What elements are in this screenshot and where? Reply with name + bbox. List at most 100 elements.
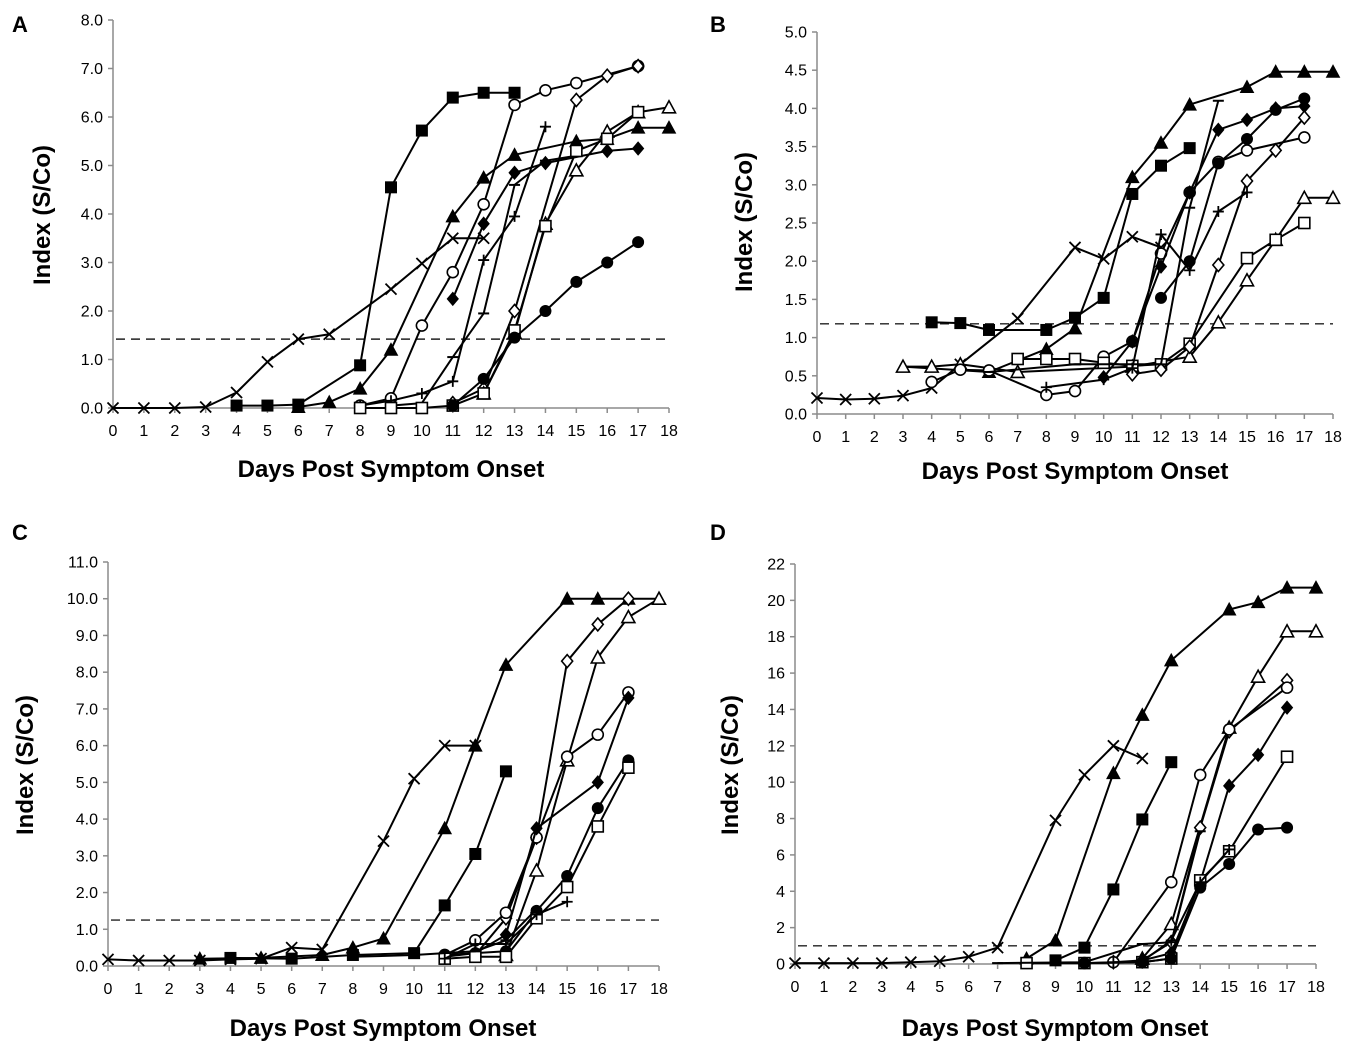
data-point [1240,251,1254,265]
data-point [1193,768,1207,782]
series-1 [101,739,482,967]
data-point [591,616,605,633]
x-tick-label: 9 [387,423,396,440]
y-tick-label: 20 [767,593,785,610]
x-tick-label: 12 [1152,429,1170,446]
x-tick-label: 15 [558,981,576,998]
x-tick-label: 15 [567,423,585,440]
x-tick-label: 8 [356,423,365,440]
y-tick-label: 4.5 [785,63,807,80]
x-tick-label: 12 [475,423,493,440]
data-point [1125,366,1139,383]
x-tick-label: 2 [870,429,879,446]
y-tick-label: 18 [767,629,785,646]
x-tick-label: 6 [985,429,994,446]
y-axis-title: Index (S/Co) [29,145,56,285]
data-point [477,216,490,231]
data-point [1269,103,1282,116]
data-point [651,590,667,606]
x-axis-title: Days Post Symptom Onset [230,1015,537,1042]
data-point [570,144,583,158]
data-point [539,219,552,233]
x-tick-label: 14 [1191,979,1209,996]
x-axis-title: Days Post Symptom Onset [238,456,545,483]
data-point [991,941,1004,954]
series-11 [983,99,1224,373]
data-point [467,738,483,752]
data-point [437,820,453,835]
data-point [631,141,645,156]
data-point [1155,159,1167,172]
data-point [499,950,513,964]
x-tick-label: 16 [1249,979,1267,996]
data-point [1223,858,1236,870]
data-point [601,143,614,159]
x-tick-label: 10 [1076,979,1094,996]
data-point [1280,750,1294,764]
data-point [1279,623,1295,638]
series-2 [192,591,667,965]
data-point [925,375,938,389]
y-tick-label: 1.5 [785,292,807,309]
x-tick-label: 17 [619,981,637,998]
data-point [508,303,522,319]
x-tick-label: 3 [201,423,210,440]
y-tick-label: 2 [776,920,785,937]
data-point [1136,955,1148,967]
y-tick-label: 14 [767,702,785,719]
data-point [1098,374,1110,386]
x-tick-label: 5 [257,981,266,998]
y-tick-label: 1.0 [81,352,103,369]
data-point [530,820,543,836]
y-tick-label: 16 [767,666,785,683]
x-tick-label: 4 [906,979,915,996]
data-point [1181,348,1198,364]
y-tick-label: 6.0 [81,110,103,127]
y-tick-label: 1.0 [76,922,98,939]
data-point [601,256,614,269]
x-tick-label: 2 [165,981,174,998]
data-point [1078,768,1091,782]
data-point [1154,259,1168,274]
series-7 [1136,700,1294,968]
data-point [292,332,305,346]
data-point [499,765,512,778]
y-axis-title: Index (S/Co) [717,695,744,835]
data-point [923,358,940,373]
data-point [570,275,583,288]
data-point [1241,186,1253,198]
x-tick-label: 9 [1071,429,1080,446]
data-point [1107,739,1120,752]
x-tick-label: 6 [964,979,973,996]
data-point [1126,230,1139,243]
x-tick-label: 5 [263,423,272,440]
series-line [107,744,476,962]
y-tick-label: 3.5 [785,139,807,156]
series-5 [468,590,635,963]
series-5 [1106,672,1294,970]
data-point [1155,228,1167,240]
data-point [1009,363,1026,379]
data-point [933,955,946,968]
data-point [384,283,398,296]
x-tick-label: 10 [413,423,431,440]
y-tick-label: 2.0 [81,304,103,321]
y-tick-label: 3.0 [785,177,807,194]
data-point [137,401,151,415]
data-point [560,750,574,763]
data-point [1211,257,1225,273]
data-point [446,91,459,104]
data-point [1223,843,1235,855]
x-tick-label: 7 [1013,429,1022,446]
data-point [569,92,583,108]
y-tick-label: 9.0 [76,628,98,645]
data-point [508,165,521,181]
series-line [1142,707,1288,962]
series-4 [498,590,667,962]
data-point [352,381,368,395]
data-point [1298,92,1311,105]
data-point [285,952,298,965]
x-tick-label: 1 [134,981,143,998]
data-point [230,386,243,399]
x-tick-label: 13 [497,981,515,998]
